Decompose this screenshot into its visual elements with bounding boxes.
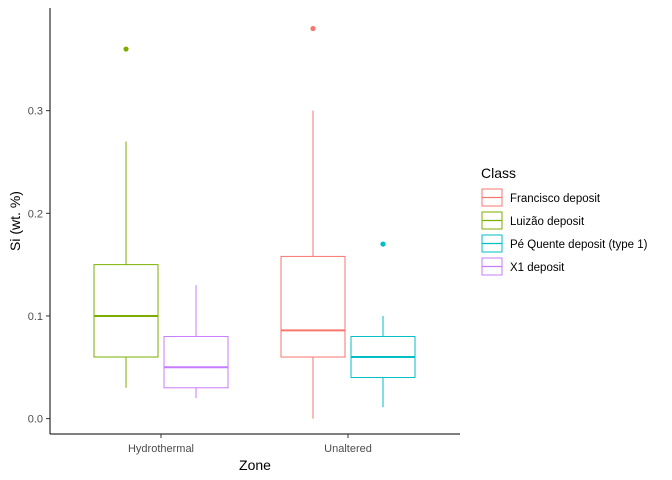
- legend-label: Luizão deposit: [510, 216, 585, 228]
- y-tick-label: 0.1: [28, 311, 43, 323]
- box-francisco-deposit: [280, 25, 346, 419]
- iqr-box: [93, 264, 159, 358]
- legend-item: Francisco deposit: [481, 188, 601, 207]
- x-tick-label: Hydrothermal: [128, 443, 194, 455]
- legend-label: Pé Quente deposit (type 1): [510, 239, 648, 251]
- outlier-point: [123, 46, 129, 52]
- box-luiz-o-deposit: [93, 46, 159, 388]
- y-tick-label: 0.2: [28, 208, 43, 220]
- legend: Class Francisco deposit Luizão deposit Pé …: [481, 165, 648, 276]
- legend-label: X1 deposit: [510, 262, 565, 274]
- box-p-quente-deposit-type-1-: [350, 241, 416, 408]
- y-axis-title: Si (wt. %): [7, 191, 23, 251]
- legend-item: Pé Quente deposit (type 1): [481, 234, 648, 253]
- legend-item: X1 deposit: [481, 257, 565, 276]
- legend-title: Class: [481, 165, 516, 181]
- iqr-box: [280, 255, 346, 358]
- legend-label: Francisco deposit: [510, 193, 601, 205]
- outlier-point: [380, 241, 386, 247]
- axes: 0.0 0.1 0.2 0.3 Hydrothermal Unaltered: [28, 8, 460, 455]
- y-tick-label: 0.3: [28, 106, 43, 118]
- x-axis-title: Zone: [239, 457, 271, 473]
- box-x1-deposit: [163, 285, 229, 399]
- x-tick-label: Unaltered: [324, 443, 372, 455]
- legend-item: Luizão deposit: [481, 211, 585, 230]
- y-tick-label: 0.0: [28, 414, 43, 426]
- outlier-point: [310, 25, 316, 32]
- plot-area: [93, 25, 416, 419]
- iqr-box: [163, 335, 229, 389]
